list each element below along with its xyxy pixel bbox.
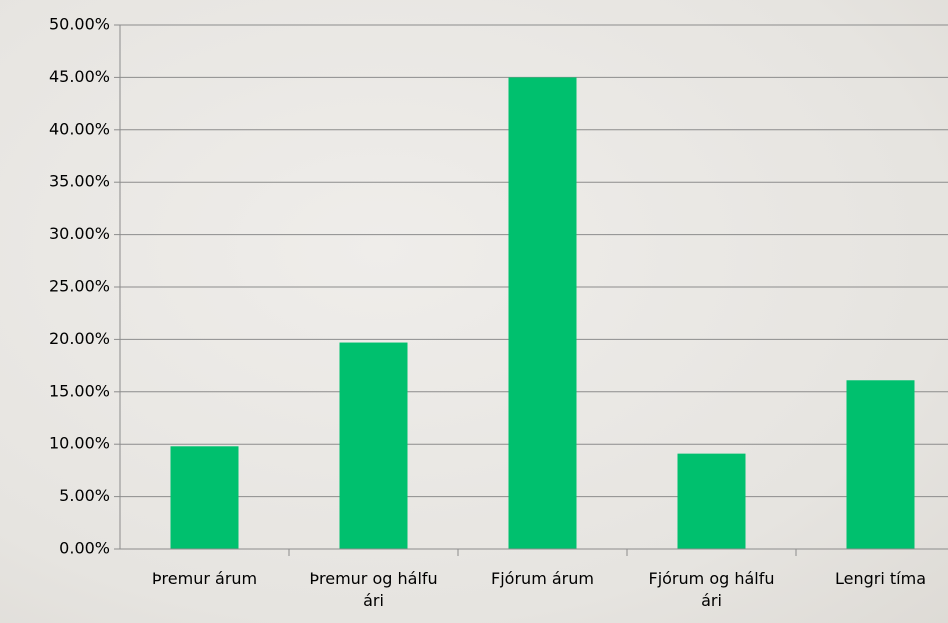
- x-tick-label: Fjórum og hálfu ári: [648, 569, 775, 610]
- y-tick-label: 0.00%: [59, 539, 110, 558]
- y-tick-label: 45.00%: [49, 67, 110, 86]
- y-tick-label: 10.00%: [49, 434, 110, 453]
- y-tick-label: 5.00%: [59, 486, 110, 505]
- bar: [846, 380, 915, 549]
- y-tick-label: 30.00%: [49, 224, 110, 243]
- y-tick-label: 15.00%: [49, 381, 110, 400]
- x-tick-label: Lengri tíma: [835, 569, 926, 588]
- y-tick-label: 20.00%: [49, 329, 110, 348]
- y-tick-label: 25.00%: [49, 277, 110, 296]
- x-tick-label: Þremur árum: [151, 569, 258, 588]
- y-tick-label: 40.00%: [49, 119, 110, 138]
- x-tick-label: Fjórum árum: [491, 569, 594, 588]
- x-tick-label: Þremur og hálfu ári: [309, 569, 438, 610]
- y-tick-label: 50.00%: [49, 15, 110, 34]
- y-tick-label: 35.00%: [49, 172, 110, 191]
- bar: [170, 446, 239, 549]
- bar: [339, 342, 408, 549]
- bar: [508, 77, 577, 550]
- bar: [677, 453, 746, 549]
